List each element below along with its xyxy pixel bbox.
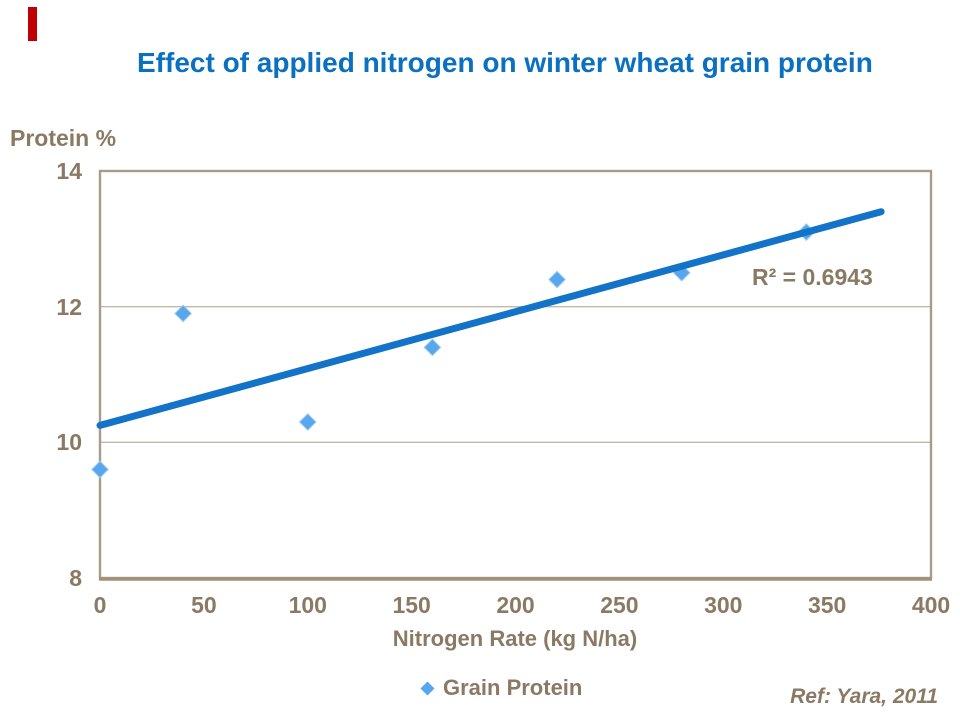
x-axis-title: Nitrogen Rate (kg N/ha) — [392, 626, 638, 651]
data-point-marker — [423, 338, 442, 357]
y-tick-label: 14 — [56, 158, 82, 184]
y-axis-title: Protein % — [10, 125, 117, 151]
r-squared-annotation: R² = 0.6943 — [752, 264, 873, 290]
x-tick-label: 400 — [911, 592, 951, 618]
x-tick-label: 0 — [93, 592, 107, 618]
x-tick-label: 150 — [392, 592, 431, 618]
data-point-marker — [91, 460, 109, 479]
x-tick-label: 200 — [496, 592, 535, 618]
x-tick-label: 250 — [600, 592, 639, 618]
chart-title: Effect of applied nitrogen on winter whe… — [137, 47, 873, 78]
y-tick-label: 10 — [56, 429, 82, 456]
x-tick-label: 350 — [807, 592, 847, 618]
data-point-marker — [174, 304, 193, 323]
y-tick-label: 12 — [56, 293, 82, 320]
red-accent-bar — [28, 7, 37, 41]
x-tick-label: 50 — [191, 592, 217, 618]
x-tick-label: 300 — [704, 592, 743, 618]
diamond-icon — [420, 680, 435, 696]
data-point-marker — [548, 270, 566, 289]
y-tick-label: 8 — [69, 565, 82, 591]
reference-text: Ref: Yara, 2011 — [790, 685, 938, 708]
chart-legend: Grain Protein — [420, 675, 582, 701]
x-tick-label: 100 — [288, 592, 327, 618]
trendline — [96, 208, 885, 429]
data-point-marker — [298, 413, 317, 431]
legend-label: Grain Protein — [443, 675, 583, 700]
